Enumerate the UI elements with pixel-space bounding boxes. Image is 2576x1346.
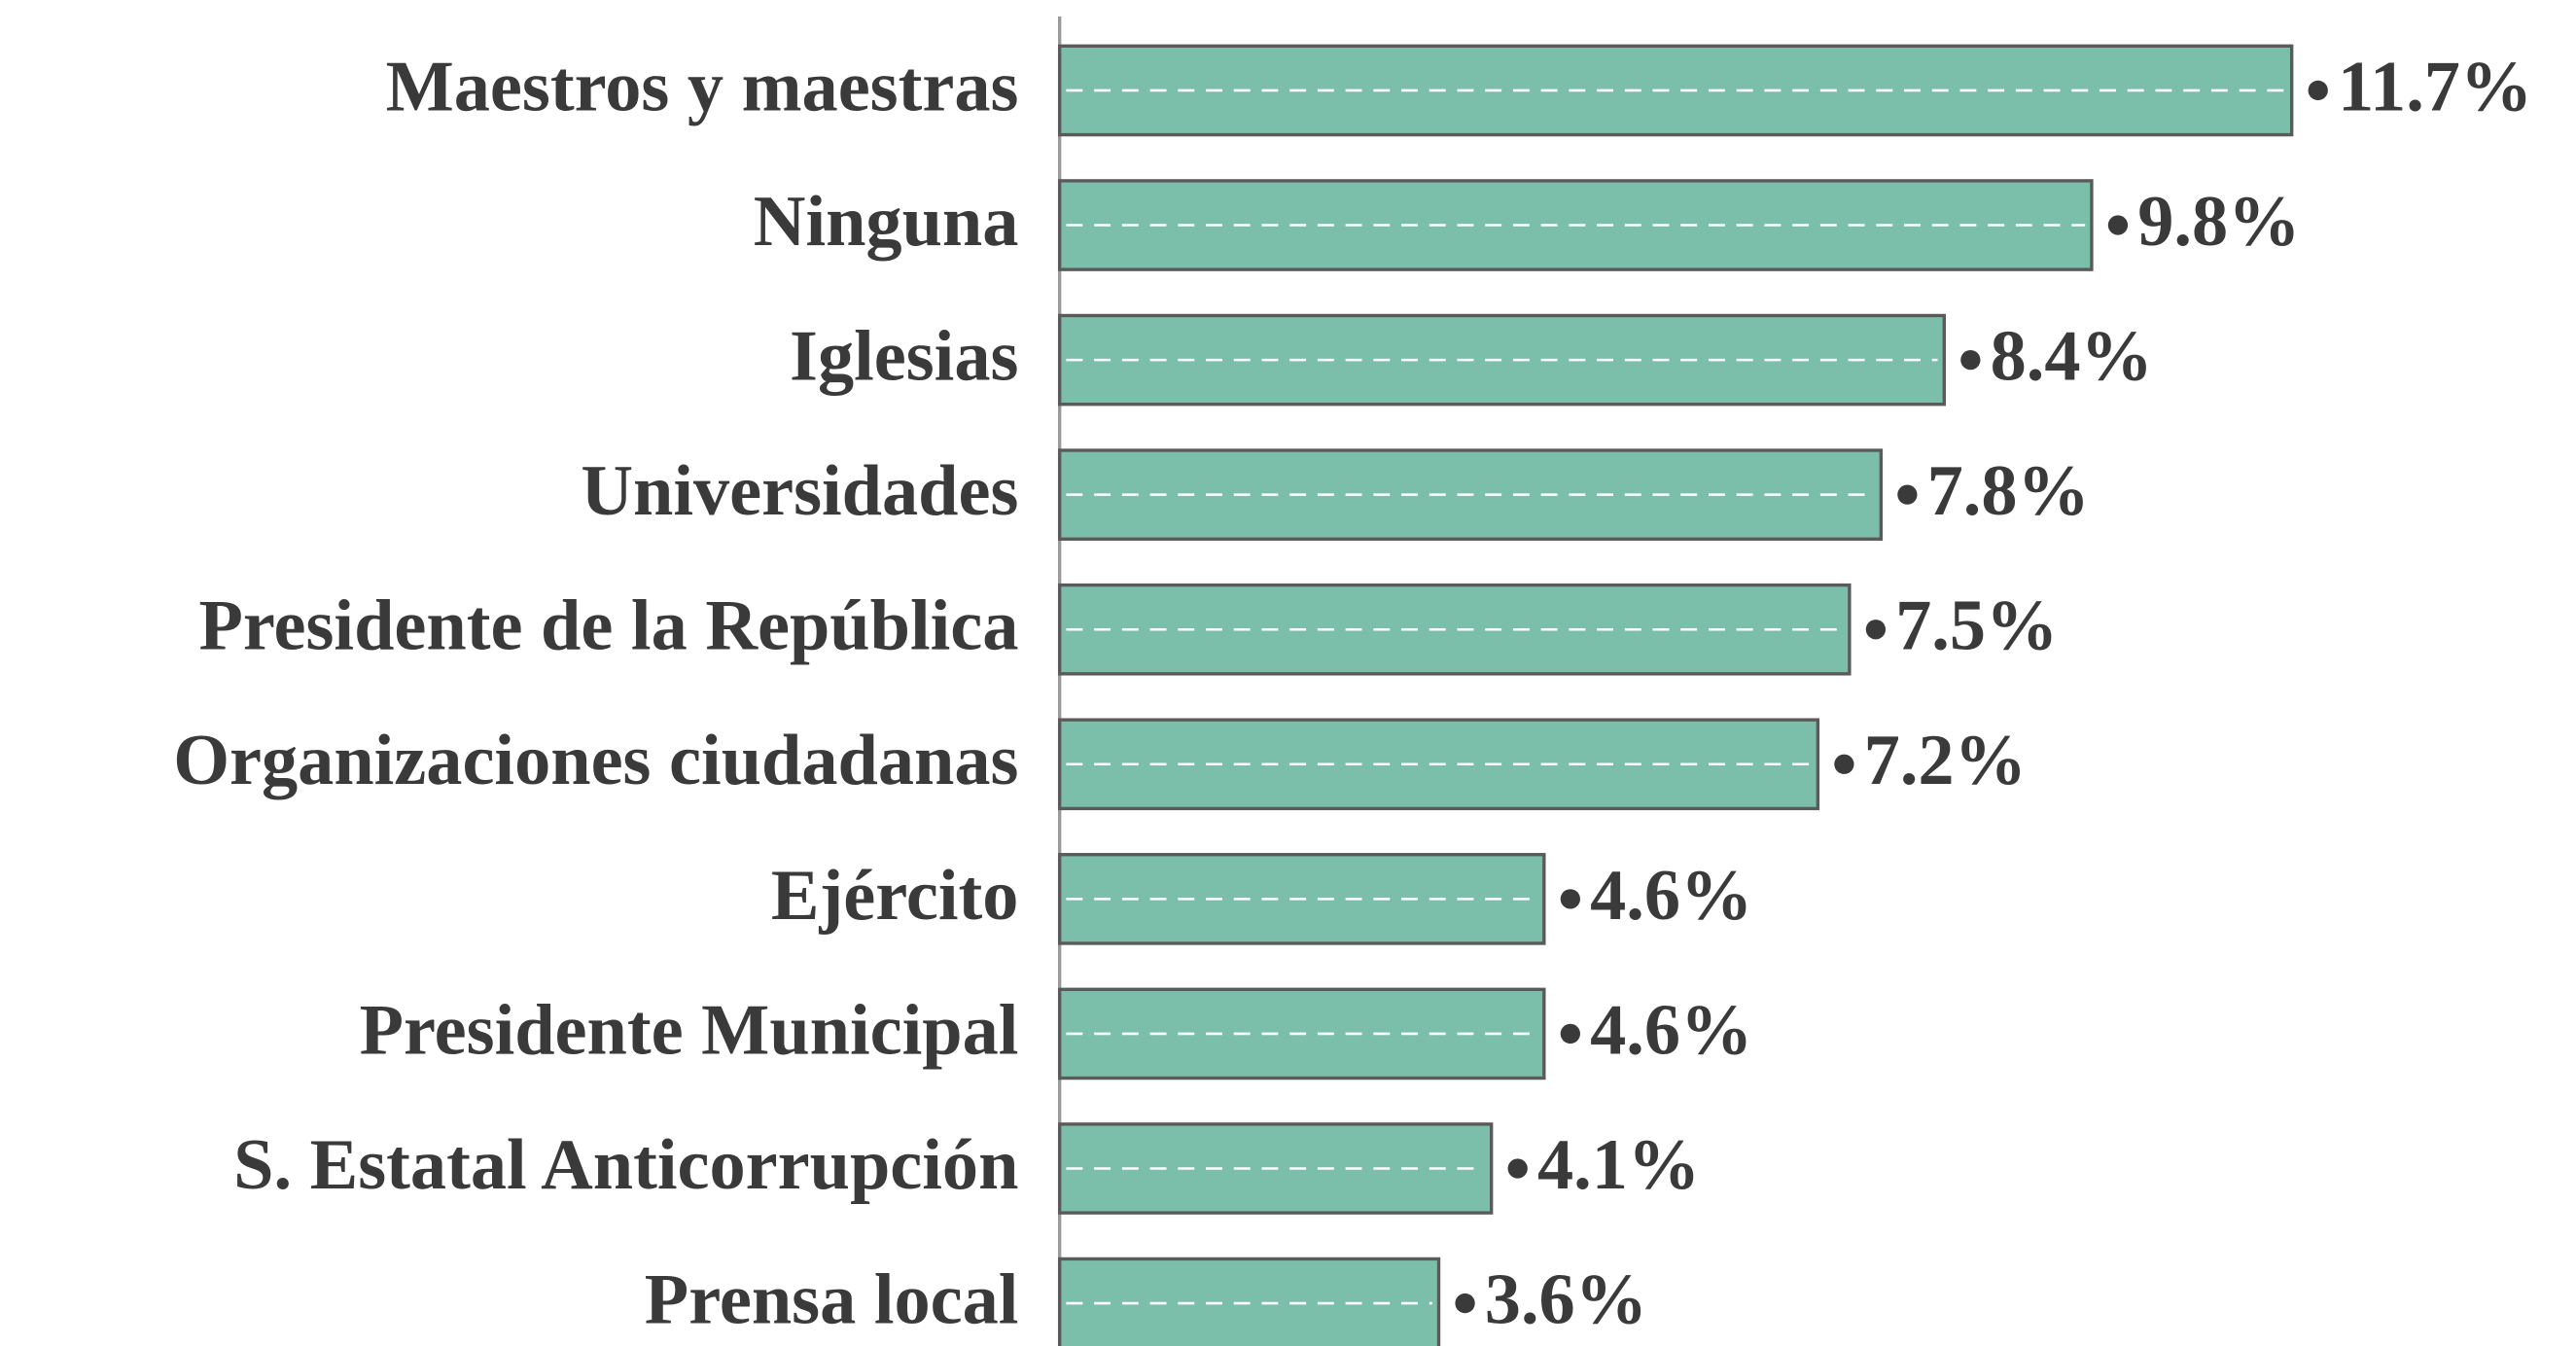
label-dot <box>1507 1158 1528 1179</box>
value-label: 7.2% <box>1864 721 2027 800</box>
label-dot <box>2107 215 2129 235</box>
label-dot <box>1865 620 1887 640</box>
category-label: Iglesias <box>790 317 1018 397</box>
category-label: Universidades <box>581 451 1018 531</box>
label-dot <box>1897 484 1918 505</box>
label-dot <box>1560 1023 1580 1045</box>
category-label: Prensa local <box>645 1259 1019 1339</box>
value-label: 7.5% <box>1895 586 2058 666</box>
category-label: Ejército <box>771 856 1018 936</box>
category-label: Presidente Municipal <box>360 990 1019 1070</box>
label-dot <box>1455 1293 1475 1314</box>
value-label: 3.6% <box>1485 1259 1647 1339</box>
value-label: 4.6% <box>1590 856 1752 936</box>
label-dot <box>1560 889 1580 909</box>
value-label: 4.1% <box>1537 1125 1700 1205</box>
label-dot <box>2308 80 2328 101</box>
category-label: Ninguna <box>754 182 1019 262</box>
value-label: 4.6% <box>1590 990 1752 1070</box>
value-label: 7.8% <box>1927 451 2090 531</box>
category-label: S. Estatal Anticorrupción <box>233 1125 1018 1205</box>
value-label: 9.8% <box>2137 182 2300 262</box>
category-label: Presidente de la República <box>198 586 1018 666</box>
category-label: Maestros y maestras <box>386 47 1019 126</box>
label-dot <box>1834 754 1854 774</box>
value-label: 8.4% <box>1991 317 2153 397</box>
label-dot <box>1960 349 1981 371</box>
category-label: Organizaciones ciudadanas <box>173 721 1018 800</box>
value-label: 11.7% <box>2338 47 2532 126</box>
